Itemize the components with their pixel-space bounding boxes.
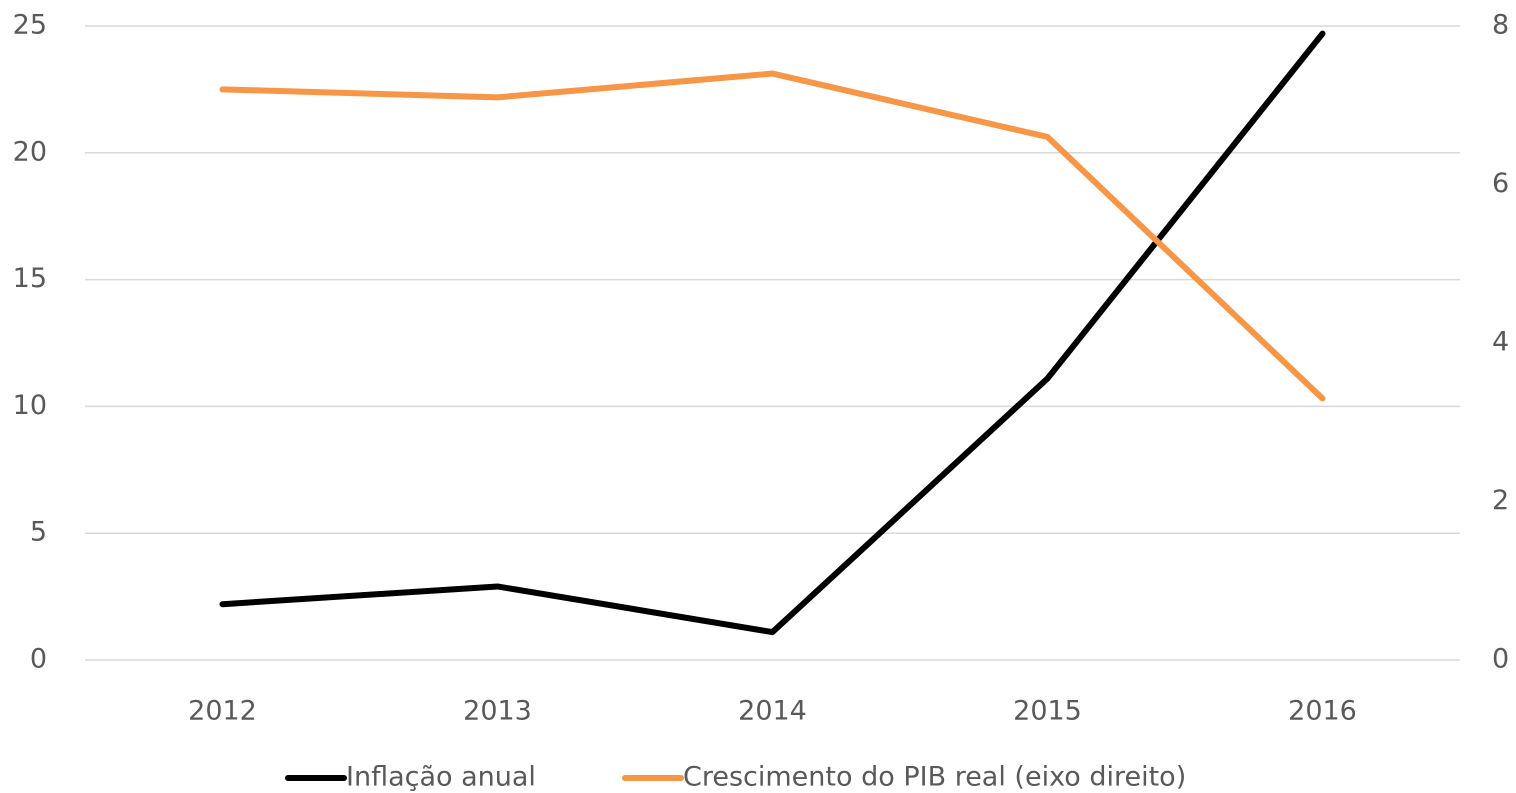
y2-tick-label: 8 xyxy=(1492,10,1509,41)
x-tick-label: 2014 xyxy=(738,696,807,727)
y-tick-label: 20 xyxy=(13,136,47,167)
y2-tick-label: 0 xyxy=(1492,644,1509,675)
y2-tick-label: 4 xyxy=(1492,327,1509,358)
y-tick-label: 0 xyxy=(30,644,47,675)
line-series xyxy=(219,70,1326,402)
y-tick-label: 10 xyxy=(13,390,47,421)
y-tick-label: 5 xyxy=(30,517,47,548)
y2-tick-label: 6 xyxy=(1492,168,1509,199)
x-tick-label: 2016 xyxy=(1288,696,1357,727)
line-series xyxy=(219,30,1326,636)
legend-label: Inflação anual xyxy=(346,762,536,793)
x-tick-label: 2012 xyxy=(188,696,257,727)
y-tick-label: 25 xyxy=(13,10,47,41)
y2-tick-label: 2 xyxy=(1492,485,1509,516)
x-tick-label: 2015 xyxy=(1013,696,1082,727)
legend-label: Crescimento do PIB real (eixo direito) xyxy=(683,762,1186,793)
x-tick-label: 2013 xyxy=(463,696,532,727)
y-tick-label: 15 xyxy=(13,263,47,294)
